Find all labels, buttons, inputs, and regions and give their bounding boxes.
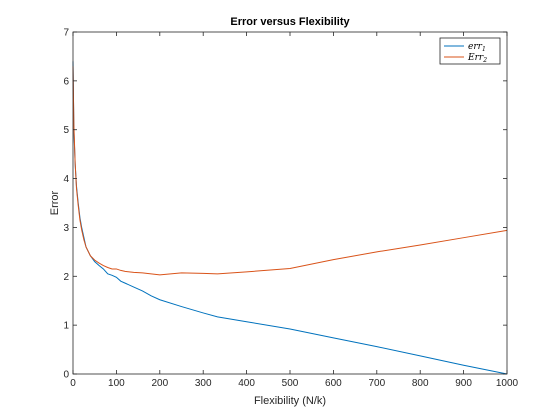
y-tick-label: 0 xyxy=(63,370,69,381)
y-tick-label: 7 xyxy=(63,28,69,39)
chart-title: Error versus Flexibility xyxy=(230,16,350,28)
x-tick-label: 600 xyxy=(325,378,342,389)
ticks-layer: 0 100 200 300 400 500 600 700 800 900 1000 0 1 2 3 4 5 6 7 xyxy=(63,28,518,390)
y-tick-label: 5 xyxy=(63,125,69,136)
legend-box xyxy=(439,37,501,65)
y-tick-label: 6 xyxy=(63,76,69,87)
y-axis-label: Error xyxy=(49,190,61,215)
legend-entry-2: Err2 xyxy=(467,53,487,64)
legend-entry-1: err1 xyxy=(468,42,486,53)
y-tick-label: 2 xyxy=(63,272,69,283)
x-tick-label: 900 xyxy=(455,378,472,389)
x-tick-label: 100 xyxy=(108,378,125,389)
x-tick-label: 1000 xyxy=(496,378,519,389)
series-layer xyxy=(72,61,508,375)
y-tick-label: 3 xyxy=(63,223,69,234)
y-tick-label: 1 xyxy=(63,321,69,332)
x-tick-label: 500 xyxy=(282,378,299,389)
x-tick-label: 400 xyxy=(238,378,255,389)
plot-area xyxy=(73,32,507,374)
x-axis-label: Flexibility (N/k) xyxy=(254,395,326,407)
y-tick-label: 4 xyxy=(63,174,69,185)
x-tick-label: 300 xyxy=(195,378,212,389)
series-line-2 xyxy=(72,66,508,276)
x-tick-label: 200 xyxy=(151,378,168,389)
x-tick-label: 800 xyxy=(412,378,429,389)
x-tick-label: 0 xyxy=(70,378,76,389)
x-tick-label: 700 xyxy=(368,378,385,389)
